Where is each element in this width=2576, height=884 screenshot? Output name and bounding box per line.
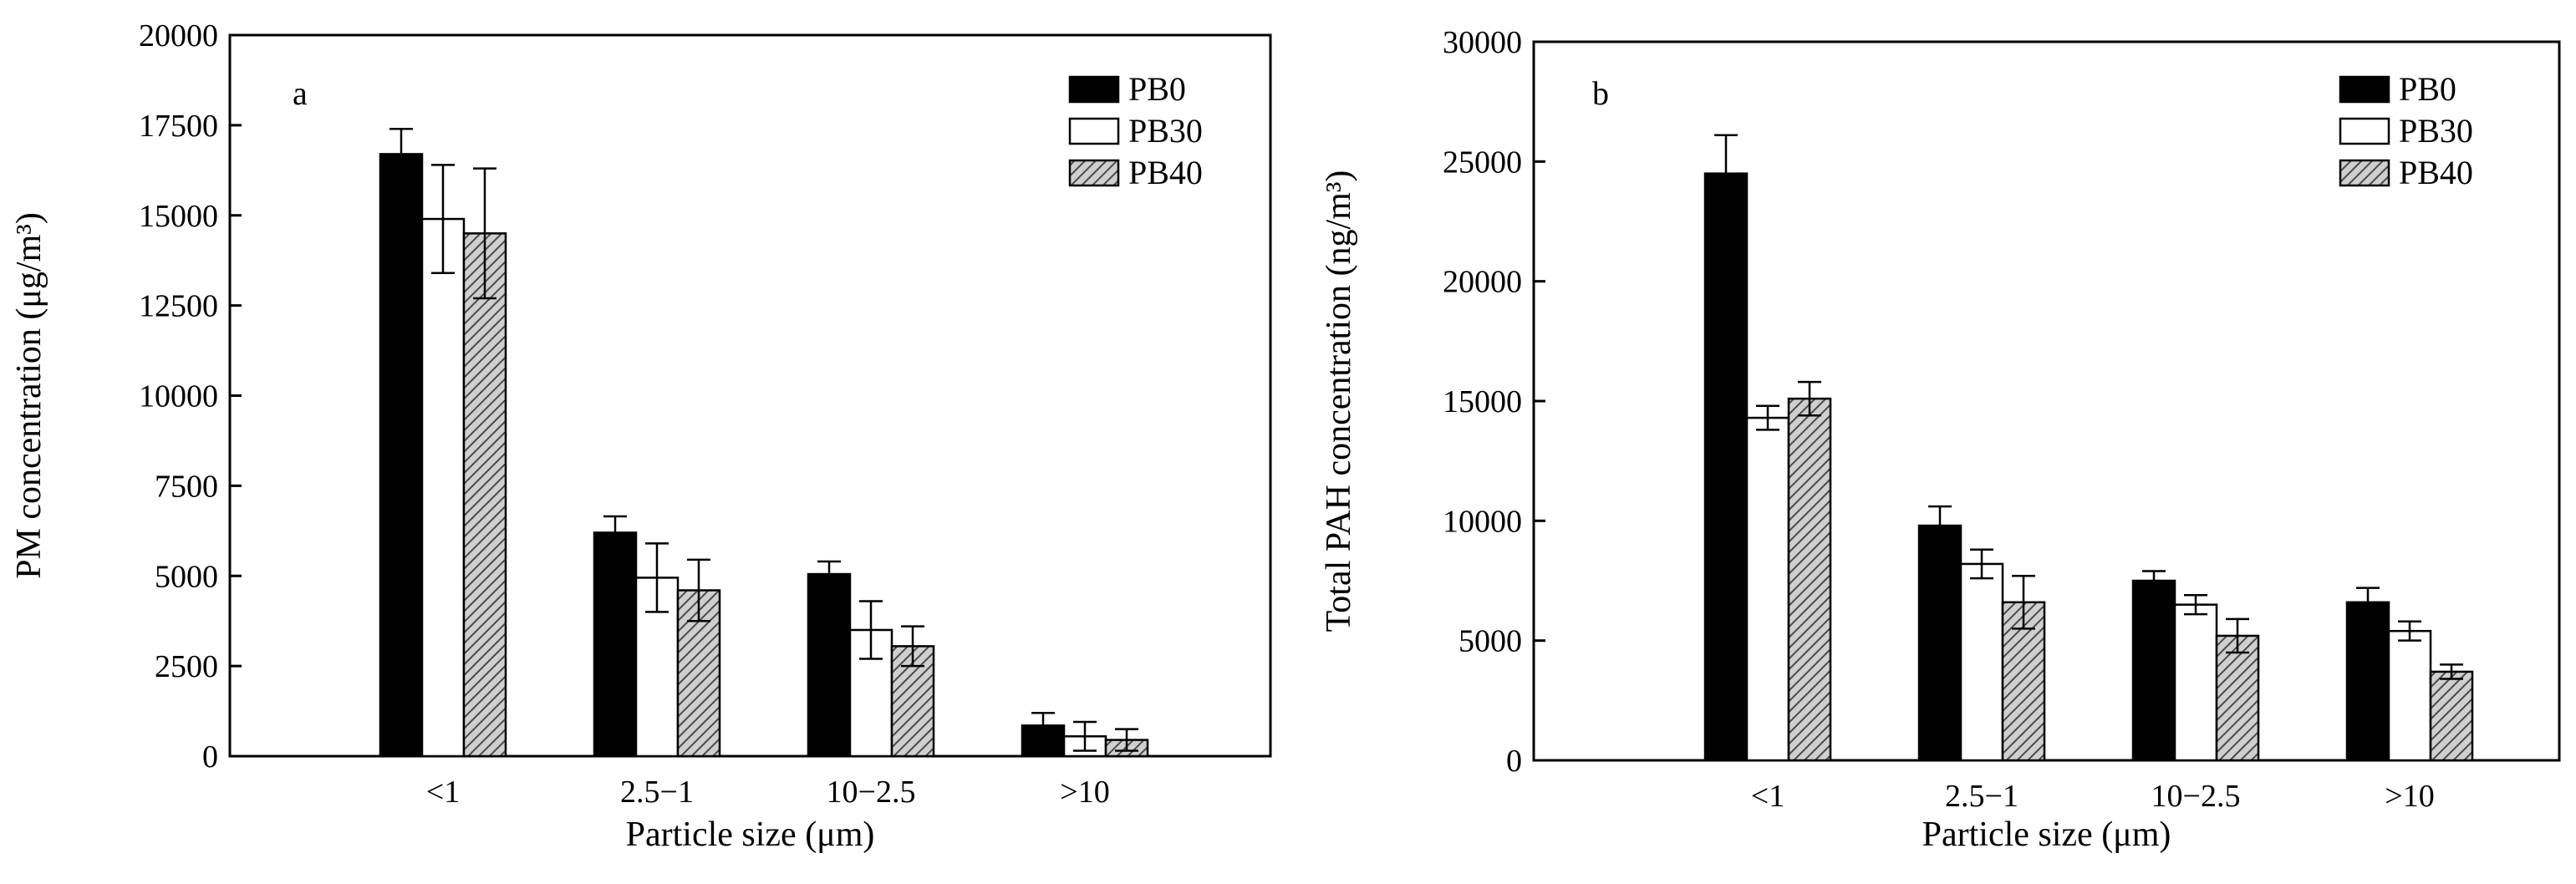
x-axis-title: Particle size (μm) [626,815,875,854]
error-bar [901,625,924,668]
error-bar [389,127,413,180]
error-bar [2356,587,2380,618]
x-tick-label: >10 [1060,775,1109,810]
error-bar [603,515,627,551]
x-tick-label: 2.5−1 [1945,779,2019,814]
legend: PB0 PB30 PB40 [1068,70,1203,191]
error-bar [1798,380,1821,417]
y-tick-label: 5000 [155,559,218,594]
bar-pb30 [1959,562,2004,762]
legend-label: PB40 [1128,154,1203,191]
y-tick-label: 15000 [139,199,218,234]
x-tick-label: 2.5−1 [620,775,694,810]
error-bar [859,600,883,660]
bar-pb30 [2387,629,2432,762]
bar-pb0 [1917,524,1963,762]
error-bar [645,542,669,613]
error-bar [1073,720,1097,752]
y-tick-label: 5000 [1459,624,1522,659]
y-tick-label: 15000 [1443,384,1522,419]
legend: PB0 PB30 PB40 [2339,70,2473,191]
error-bar [1031,711,1055,739]
chart-panel-a: 0 2500 5000 7500 10000 12500 15000 17500 20000 <1… [10,18,1272,854]
y-tick-label: 10000 [1443,504,1522,539]
legend-label: PB40 [2399,154,2473,191]
legend-swatch-pb30 [2339,117,2390,145]
y-tick-label: 12500 [139,289,218,324]
y-tick-label: 10000 [139,379,218,414]
legend-swatch-pb0 [2339,75,2390,104]
y-tick-label: 20000 [139,18,218,53]
error-bar [473,167,496,300]
error-bar [2398,620,2421,642]
y-tick-label: 25000 [1443,145,1522,180]
legend-swatch-pb0 [1068,75,1120,104]
legend-swatch-pb30 [1068,117,1120,145]
error-bar [2226,617,2249,654]
bar-pb0 [2345,601,2390,762]
error-bar [1115,728,1138,752]
bar-pb40 [2429,670,2474,762]
y-tick-label: 30000 [1443,25,1522,60]
x-tick-label: 10−2.5 [827,775,916,810]
bar-pb0 [379,153,424,758]
x-tick-label: >10 [2385,779,2434,814]
y-tick-label: 0 [1506,744,1522,779]
y-tick-label: 2500 [155,649,218,684]
error-bar [1970,548,1993,580]
y-axis-title: Total PAH concentration (ng/m³) [1320,170,1358,633]
error-bar [1756,404,1779,431]
error-bar [2142,570,2166,592]
legend-swatch-pb40 [2339,159,2390,187]
x-tick-label: 10−2.5 [2151,779,2241,814]
y-tick-label: 17500 [139,109,218,144]
panel-letter: a [293,74,308,112]
error-bar [1928,505,1952,546]
error-bar [1714,134,1738,213]
error-bar [2184,593,2207,616]
bar-pb0 [593,531,638,758]
error-bar [2440,663,2463,680]
legend-label: PB30 [2399,112,2473,150]
bar-pb40 [462,232,507,758]
error-bar [817,560,841,588]
bar-pb40 [1787,397,1832,762]
legend-label: PB0 [1128,70,1186,108]
error-bar [2012,575,2035,630]
y-tick-label: 7500 [155,469,218,504]
error-bar [431,164,455,275]
panel-letter: b [1592,74,1609,112]
y-axis-title: PM concentration (μg/m³) [10,212,48,579]
x-axis-title: Particle size (μm) [1922,815,2171,854]
y-tick-label: 0 [202,739,218,775]
bar-pb30 [2173,603,2218,762]
bar-pb30 [420,217,466,758]
bar-pb30 [1745,416,1790,762]
legend-swatch-pb40 [1068,159,1120,187]
x-tick-label: <1 [1751,779,1784,814]
legend-label: PB30 [1128,112,1203,150]
y-tick-label: 20000 [1443,265,1522,300]
bar-pb0 [2131,579,2176,762]
chart-panel-b: 0 5000 10000 15000 20000 25000 30000 <1 2.5−1 10−… [1320,25,2561,854]
bar-pb0 [807,572,852,758]
error-bar [687,558,710,622]
bar-pb0 [1703,172,1749,762]
legend-label: PB0 [2399,70,2456,108]
bar-pb40 [2215,634,2260,762]
x-tick-label: <1 [426,775,460,810]
